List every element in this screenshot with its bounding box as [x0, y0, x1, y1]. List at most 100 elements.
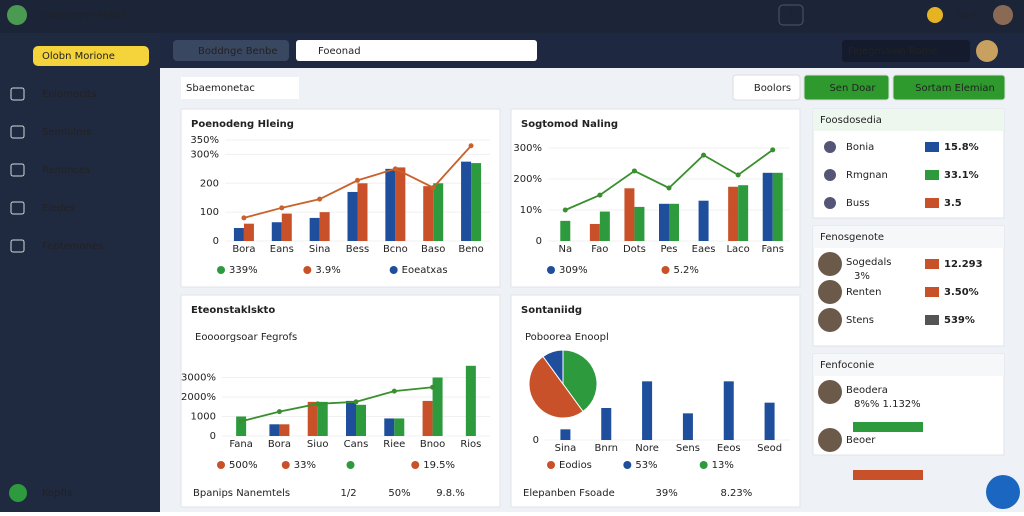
nav-item[interactable]: Eolomocits — [42, 89, 97, 100]
trend-point — [317, 196, 323, 202]
y-tick-label: 0 — [213, 236, 219, 247]
legend-label: 5.2% — [674, 265, 699, 276]
row-icon — [818, 428, 842, 452]
panel — [510, 108, 801, 288]
bar — [738, 185, 749, 241]
row-label: Beodera — [846, 385, 888, 396]
row-swatch — [925, 259, 939, 269]
bar — [471, 163, 482, 241]
y-tick-label: 3000% — [181, 373, 216, 384]
nav-icon — [10, 163, 25, 177]
row-swatch — [925, 170, 939, 180]
x-tick-label: Laco — [726, 244, 749, 255]
trend-point — [355, 177, 360, 183]
panel-title: Sontaniidg — [521, 305, 582, 316]
bar — [560, 220, 571, 241]
bar — [599, 211, 610, 241]
panel-subtitle: Eoooorgsoar Fegrofs — [195, 332, 297, 343]
y-tick-label: 1000 — [191, 412, 216, 423]
y-tick-label: 300% — [190, 149, 219, 160]
legend-label: 339% — [229, 265, 258, 276]
trend-point — [701, 152, 707, 158]
legend-label: 19.5% — [423, 460, 455, 471]
x-tick-label: Nore — [635, 443, 659, 454]
chat-button[interactable] — [986, 475, 1020, 509]
dropdown[interactable] — [181, 77, 299, 99]
y-tick-label: 200% — [513, 174, 542, 185]
row-icon — [818, 308, 842, 332]
panel-title: Eteonstaklskto — [191, 305, 275, 316]
nav-footer: Kopfis — [42, 488, 72, 499]
y-tick-label: 2000% — [181, 392, 216, 403]
x-tick-label: Bess — [346, 244, 369, 255]
row-label: Buss — [846, 198, 870, 209]
bar — [560, 429, 571, 440]
pie-slice — [562, 349, 598, 413]
nav-item[interactable]: Feptemones — [42, 241, 103, 252]
x-tick-label: Siuo — [307, 439, 329, 450]
x-tick-label: Seod — [757, 443, 782, 454]
nav-item[interactable]: Semlulms — [42, 127, 91, 138]
legend-dot — [699, 461, 708, 469]
badge: 1 — [788, 10, 794, 21]
y-tick-label: 0 — [533, 435, 539, 446]
logo — [7, 5, 27, 25]
row-value: 15.8% — [944, 142, 979, 153]
bar — [642, 381, 653, 440]
bar — [395, 167, 406, 241]
row-sub: 8%% 1.132% — [854, 399, 921, 410]
nav-icon — [9, 484, 27, 502]
nav-item[interactable]: Renonces — [42, 165, 90, 176]
legend-label: 309% — [559, 265, 588, 276]
x-tick-label: Bnrn — [595, 443, 618, 454]
y-tick-label: 200 — [200, 178, 219, 189]
search-input[interactable] — [296, 40, 537, 61]
x-tick-label: Riee — [383, 439, 405, 450]
footer-text: 39% — [656, 488, 678, 499]
bar — [347, 191, 358, 241]
card-header — [813, 354, 1004, 376]
footer-text: 8.23% — [721, 488, 753, 499]
status: 80% — [956, 10, 978, 21]
button-label: Sen Doar — [829, 83, 876, 94]
row-icon — [824, 197, 836, 209]
legend-label: 33% — [294, 460, 316, 471]
footer-text: Bpanips Nanemtels — [193, 488, 290, 499]
card-title: Fenosgenote — [820, 232, 884, 243]
row-sub: 3% — [854, 271, 870, 282]
bar — [682, 413, 693, 440]
bar — [385, 168, 396, 241]
icon — [778, 4, 804, 26]
button[interactable] — [892, 74, 1006, 101]
card-title: Fenfoconie — [820, 360, 874, 371]
filter-chip[interactable] — [173, 40, 289, 61]
nav-item[interactable]: Eledes — [42, 203, 75, 214]
bar — [423, 186, 434, 241]
bar — [762, 172, 773, 241]
button[interactable] — [803, 74, 890, 101]
footer-text: Elepanben Fsoade — [523, 488, 615, 499]
x-tick-label: Beno — [458, 244, 483, 255]
panel — [180, 108, 501, 288]
user-menu[interactable] — [842, 40, 970, 62]
trend-point — [279, 205, 285, 211]
nav-active[interactable] — [33, 46, 149, 66]
bar — [764, 402, 775, 440]
bar — [394, 418, 405, 436]
sidebar — [0, 33, 160, 512]
bar — [728, 186, 739, 241]
trend-point — [735, 172, 741, 178]
x-tick-label: Sina — [309, 244, 331, 255]
bar — [279, 424, 290, 436]
legend-dot — [547, 266, 555, 274]
row-value: 12.293 — [944, 259, 983, 270]
button[interactable] — [732, 74, 801, 101]
bar — [422, 400, 433, 436]
trend-point — [353, 399, 359, 405]
row-label: Renten — [846, 287, 881, 298]
legend-label: 3.9% — [315, 265, 340, 276]
row-swatch — [925, 198, 939, 208]
bar — [307, 401, 318, 436]
